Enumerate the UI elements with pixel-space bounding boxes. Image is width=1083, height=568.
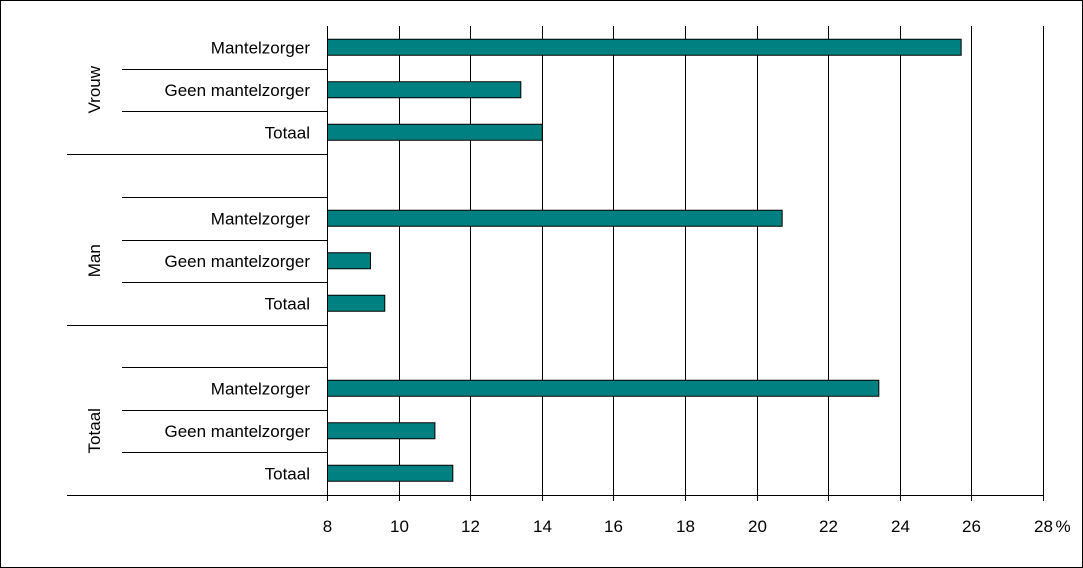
- category-label: Geen mantelzorger: [164, 81, 310, 100]
- x-tick-label-12: 12: [461, 517, 480, 536]
- group-label-man: Man: [85, 244, 104, 277]
- x-tick-label-26: 26: [962, 517, 981, 536]
- x-tick-label-14: 14: [533, 517, 552, 536]
- category-label: Totaal: [265, 294, 310, 313]
- bar-vrouw-totaal: [327, 123, 543, 141]
- x-tick-label-10: 10: [390, 517, 409, 536]
- x-tick-label-8: 8: [323, 517, 332, 536]
- bars: [327, 38, 962, 482]
- group-label-vrouw: Vrouw: [85, 65, 104, 113]
- x-tick-label-20: 20: [748, 517, 767, 536]
- x-axis-unit: %: [1056, 517, 1071, 536]
- bar-man-geen-mantelzorger: [327, 252, 371, 270]
- category-label: Mantelzorger: [211, 38, 311, 57]
- bar-man-totaal: [327, 294, 386, 312]
- category-label: Geen mantelzorger: [164, 422, 310, 441]
- bar-totaal-totaal: [327, 464, 454, 482]
- labels: 8 10 12 14 16 18 20 22 24 26 28 % Vrouw Mantelzorger G…: [85, 38, 1071, 536]
- x-tick-label-24: 24: [891, 517, 910, 536]
- x-tick-label-22: 22: [819, 517, 838, 536]
- gridlines: [399, 26, 1044, 495]
- x-tick-label-28: 28: [1034, 517, 1053, 536]
- x-tick-label-16: 16: [604, 517, 623, 536]
- bar-totaal-geen-mantelzorger: [327, 422, 436, 440]
- bar-totaal-mantelzorger: [327, 379, 880, 397]
- group-label-totaal: Totaal: [85, 408, 104, 453]
- axes: [67, 26, 1044, 501]
- category-label: Totaal: [265, 464, 310, 483]
- bar-vrouw-geen-mantelzorger: [327, 81, 522, 99]
- category-label: Mantelzorger: [211, 209, 311, 228]
- category-label: Totaal: [265, 123, 310, 142]
- bar-vrouw-mantelzorger: [327, 38, 962, 56]
- category-label: Mantelzorger: [211, 379, 311, 398]
- category-label: Geen mantelzorger: [164, 252, 310, 271]
- x-tick-label-18: 18: [676, 517, 695, 536]
- bar-man-mantelzorger: [327, 209, 783, 227]
